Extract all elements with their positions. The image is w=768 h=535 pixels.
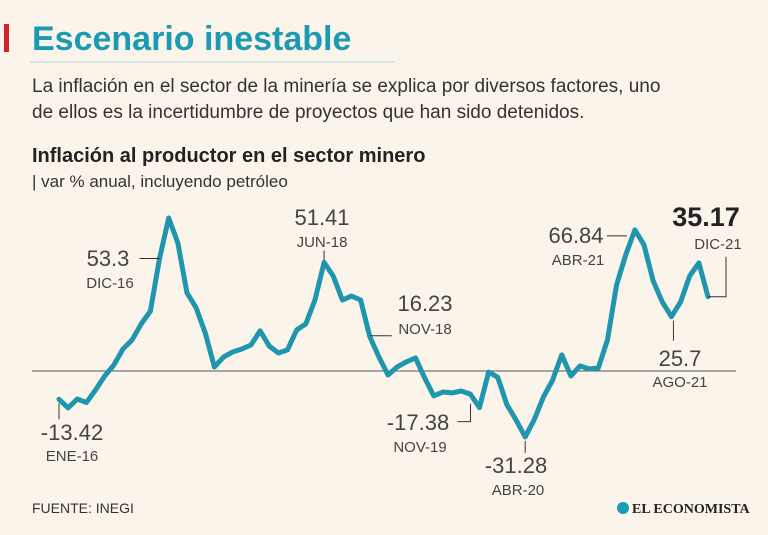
value-label: -13.42	[41, 420, 103, 445]
source: FUENTE: INEGI	[32, 500, 134, 516]
title-marker	[4, 24, 9, 52]
value-label: 25.7	[659, 346, 702, 371]
date-label: ABR-21	[552, 252, 605, 269]
date-label: AGO-21	[652, 374, 707, 391]
date-label: JUN-18	[297, 234, 348, 251]
chart-title: Inflación al productor en el sector mine…	[32, 145, 425, 167]
title: Escenario inestable	[32, 20, 351, 58]
brand-logo	[617, 502, 629, 514]
value-label: 51.41	[294, 205, 349, 230]
description-line: La inflación en el sector de la minería …	[32, 76, 660, 97]
description-line: de ellos es la incertidumbre de proyecto…	[32, 102, 584, 123]
data-line	[56, 215, 711, 440]
date-label: NOV-19	[393, 439, 446, 456]
date-label: DIC-16	[86, 275, 134, 292]
date-label: NOV-18	[398, 321, 451, 338]
value-label: 35.17	[672, 202, 740, 232]
value-label: -17.38	[387, 410, 449, 435]
chart-subtitle: | var % anual, incluyendo petróleo	[32, 172, 288, 191]
date-label: ABR-20	[492, 482, 545, 499]
date-label: ENE-16	[46, 448, 99, 465]
value-label: 16.23	[397, 291, 452, 316]
value-label: -31.28	[485, 453, 547, 478]
date-label: DIC-21	[694, 236, 742, 253]
leader-line	[708, 256, 727, 298]
brand: EL ECONOMISTA	[632, 502, 750, 517]
value-label: 53.3	[87, 246, 130, 271]
value-label: 66.84	[548, 223, 603, 248]
leader-line	[457, 403, 471, 423]
